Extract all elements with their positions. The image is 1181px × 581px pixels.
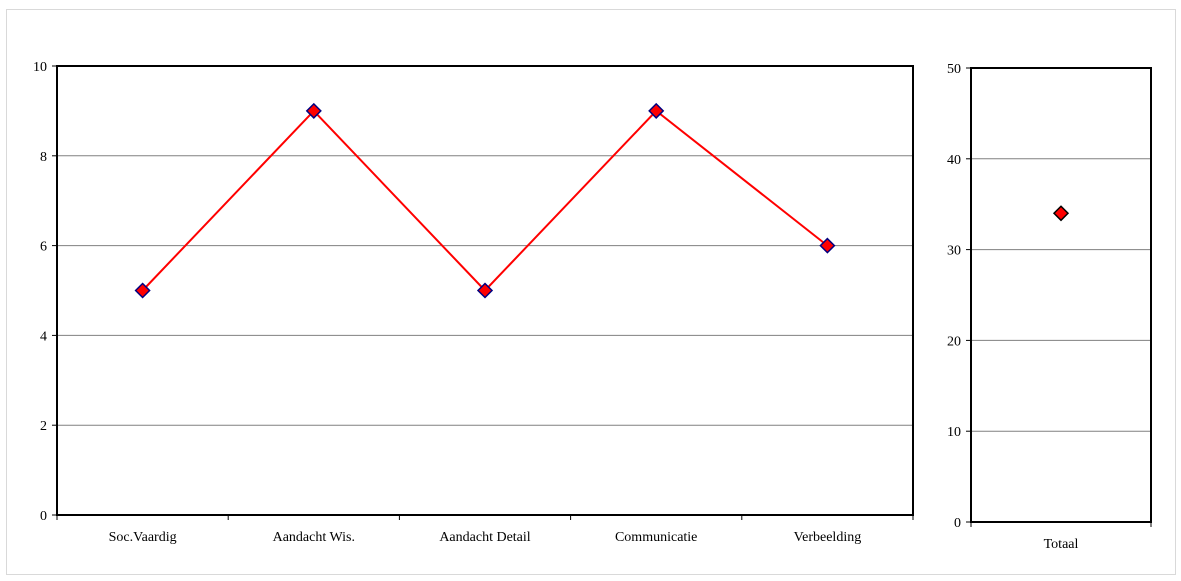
y-tick-label: 0 xyxy=(40,509,47,524)
x-tick-label: Aandacht Detail xyxy=(439,530,530,545)
series-line xyxy=(141,109,829,292)
plot-area xyxy=(56,65,914,516)
y-tick-label: 4 xyxy=(40,329,47,344)
y-tick-label: 10 xyxy=(947,425,961,440)
x-tick-label: Communicatie xyxy=(615,530,697,545)
chart-frame xyxy=(6,9,1176,575)
x-tick-label: Aandacht Wis. xyxy=(273,530,355,545)
data-point xyxy=(134,282,151,299)
y-tick-label: 6 xyxy=(40,240,47,255)
y-tick-label: 8 xyxy=(40,150,47,165)
total-chart: 0 10 20 30 40 50 Totaal xyxy=(947,62,1152,552)
y-tick-label: 20 xyxy=(947,334,961,349)
x-tick-label: Verbeelding xyxy=(794,530,862,545)
data-point xyxy=(1052,205,1070,222)
data-point xyxy=(648,102,665,119)
y-tick-label: 2 xyxy=(40,419,47,434)
y-tick-label: 10 xyxy=(33,60,47,75)
plot-area xyxy=(970,67,1152,523)
x-tick-label: Soc.Vaardig xyxy=(109,530,177,545)
data-point xyxy=(819,237,836,254)
data-point xyxy=(305,102,322,119)
y-tick-label: 40 xyxy=(947,153,961,168)
main-chart: 0 2 4 6 8 10 Soc.Vaardig Aandacht Wis. Aandacht … xyxy=(33,60,914,545)
y-tick-label: 50 xyxy=(947,62,961,77)
x-tick-label: Totaal xyxy=(1044,537,1079,552)
y-tick-label: 30 xyxy=(947,244,961,259)
y-tick-label: 0 xyxy=(954,516,961,531)
data-point xyxy=(476,282,494,299)
